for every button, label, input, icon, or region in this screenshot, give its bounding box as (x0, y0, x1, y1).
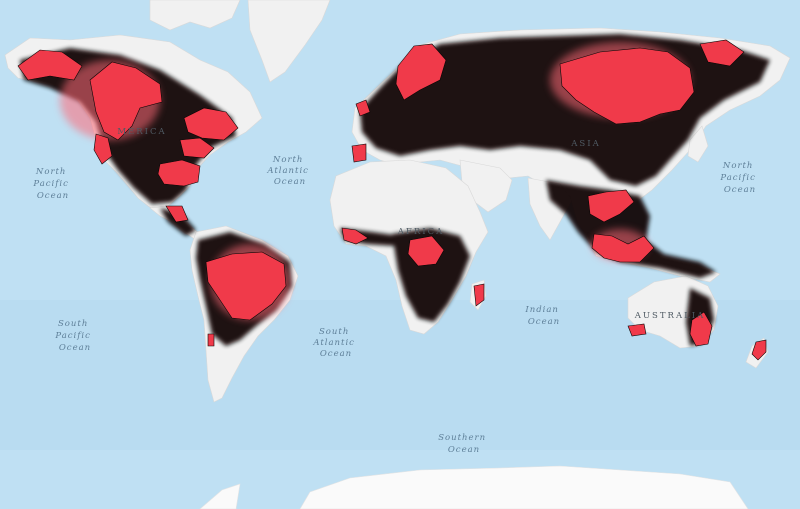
hot-scandinavia (395, 43, 447, 101)
ocean-label-north-pacific-right: North Pacific Ocean (719, 161, 759, 195)
ocean-label-south-atlantic: South Atlantic Ocean (312, 327, 358, 359)
hot-southeast-asia (587, 189, 635, 223)
ocean-label-indian: Indian Ocean (524, 305, 562, 327)
ocean-label-south-pacific: South Pacific Ocean (54, 319, 94, 353)
hot-siberia (559, 47, 695, 125)
hot-us-northeast (179, 137, 215, 159)
hot-far-east (699, 39, 745, 67)
ocean-label-southern: Southern Ocean (438, 433, 490, 455)
hot-amazon (205, 251, 287, 321)
hot-australia-sw (627, 323, 647, 337)
hot-pacific-northwest (93, 133, 113, 165)
land-japan (687, 125, 709, 163)
land-antarctic-peninsula (199, 483, 241, 509)
hot-iberia (351, 143, 367, 163)
hot-australia-se (689, 311, 713, 347)
cover-dark-southeast-asia (546, 180, 716, 278)
continent-label-asia: ASIA (570, 139, 600, 149)
hot-scotland (355, 99, 371, 117)
hot-indonesia (591, 233, 655, 263)
hot-canada-east (183, 107, 239, 141)
hot-central-america (165, 205, 189, 223)
hot-new-zealand (751, 339, 767, 361)
ocean-label-north-atlantic: North Atlantic Ocean (266, 155, 312, 187)
continent-label-australia: AUSTRALIA (634, 311, 705, 321)
land-greenland (247, 0, 331, 83)
hot-us-east (157, 159, 201, 187)
continent-label-america: MERICA (117, 127, 166, 137)
hot-madagascar (473, 283, 485, 307)
ocean-labels: North Pacific Ocean North Atlantic Ocean… (32, 155, 759, 455)
hot-andes-south (207, 333, 215, 347)
hot-central-africa (407, 235, 445, 267)
land-antarctica (299, 465, 749, 509)
continent-labels: MERICA ASIA AFRICA AUSTRALIA (117, 127, 705, 321)
hot-canada-west (89, 61, 163, 141)
cover-hot-layer (17, 39, 767, 361)
continent-label-africa: AFRICA (397, 227, 444, 237)
land-arctic-islands (149, 0, 241, 31)
hot-west-africa (341, 227, 369, 245)
ocean-label-north-pacific-left: North Pacific Ocean (32, 167, 72, 201)
cover-dark-central-america (160, 208, 196, 236)
hot-alaska (17, 49, 83, 81)
